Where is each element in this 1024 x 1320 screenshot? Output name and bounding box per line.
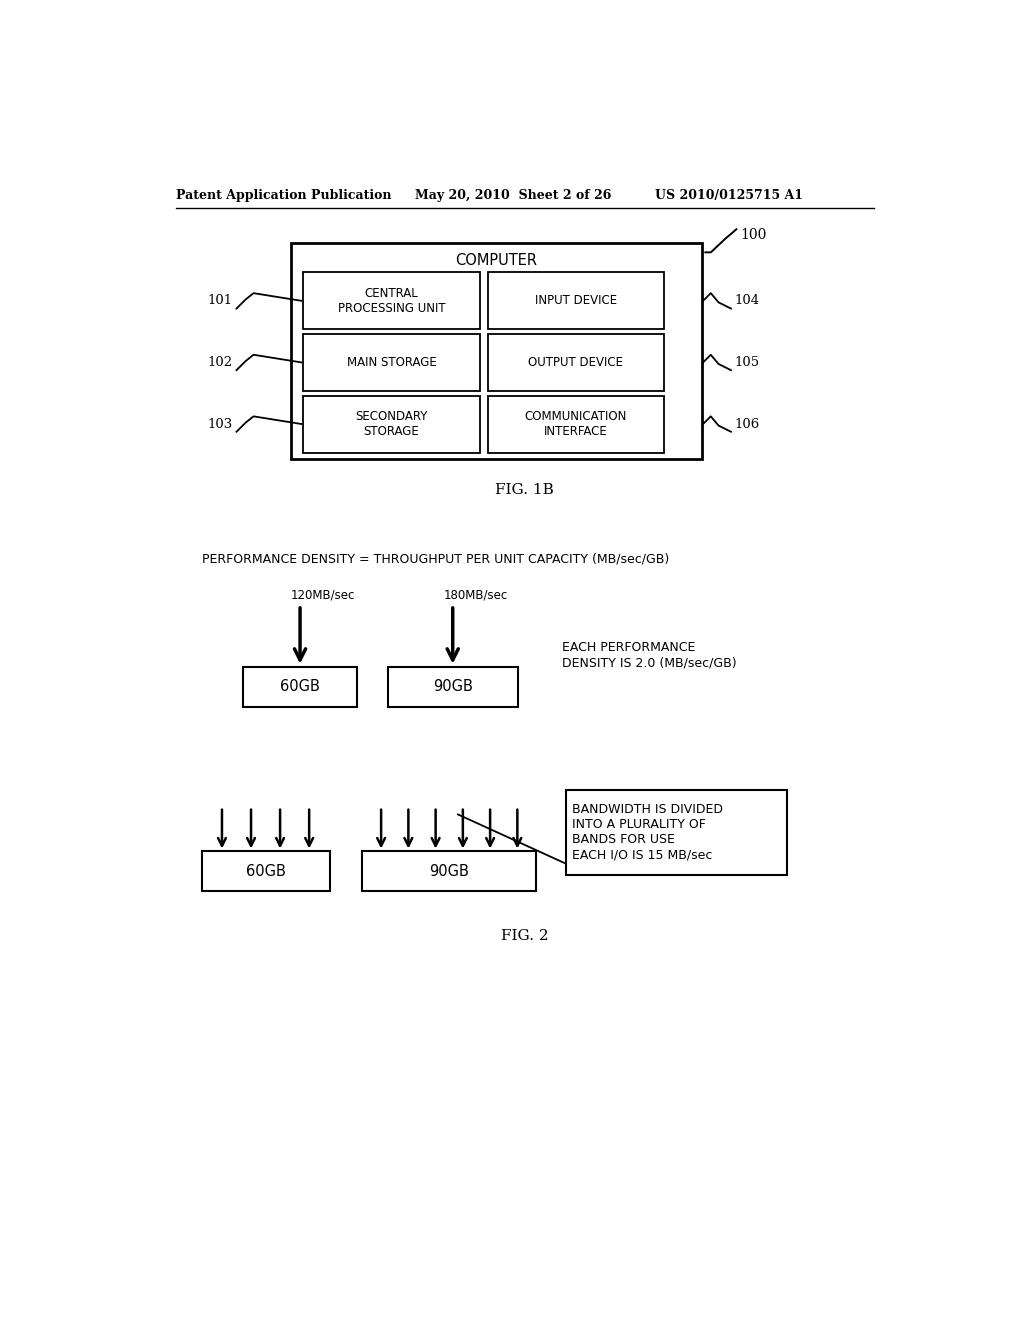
- Text: May 20, 2010  Sheet 2 of 26: May 20, 2010 Sheet 2 of 26: [415, 189, 611, 202]
- Bar: [303, 272, 480, 330]
- Text: COMMUNICATION
INTERFACE: COMMUNICATION INTERFACE: [524, 411, 627, 438]
- Text: OUTPUT DEVICE: OUTPUT DEVICE: [528, 356, 624, 370]
- Text: BANDWIDTH IS DIVIDED
INTO A PLURALITY OF
BANDS FOR USE
EACH I/O IS 15 MB/sec: BANDWIDTH IS DIVIDED INTO A PLURALITY OF…: [572, 803, 723, 861]
- Bar: [303, 396, 480, 453]
- Text: 120MB/sec: 120MB/sec: [291, 589, 355, 601]
- Bar: [202, 851, 330, 891]
- Text: 180MB/sec: 180MB/sec: [443, 589, 508, 601]
- Text: 102: 102: [208, 356, 232, 370]
- Text: 106: 106: [735, 417, 760, 430]
- Bar: [487, 334, 665, 391]
- Bar: [243, 667, 357, 706]
- Text: 60GB: 60GB: [281, 678, 319, 694]
- Text: EACH PERFORMANCE
DENSITY IS 2.0 (MB/sec/GB): EACH PERFORMANCE DENSITY IS 2.0 (MB/sec/…: [562, 642, 736, 669]
- Text: 103: 103: [208, 417, 232, 430]
- Text: PERFORMANCE DENSITY = THROUGHPUT PER UNIT CAPACITY (MB/sec/GB): PERFORMANCE DENSITY = THROUGHPUT PER UNI…: [202, 552, 669, 565]
- Text: FIG. 2: FIG. 2: [501, 929, 549, 942]
- Bar: [487, 272, 665, 330]
- Text: 101: 101: [208, 294, 232, 308]
- Text: 60GB: 60GB: [246, 863, 286, 879]
- Text: 90GB: 90GB: [429, 863, 469, 879]
- Bar: [388, 667, 518, 706]
- Bar: [487, 396, 665, 453]
- Text: Patent Application Publication: Patent Application Publication: [176, 189, 391, 202]
- Text: FIG. 1B: FIG. 1B: [496, 483, 554, 496]
- Text: CENTRAL
PROCESSING UNIT: CENTRAL PROCESSING UNIT: [338, 286, 445, 315]
- Text: 105: 105: [735, 356, 760, 370]
- Bar: [362, 851, 537, 891]
- Text: 90GB: 90GB: [433, 678, 473, 694]
- Bar: [303, 334, 480, 391]
- Bar: [291, 243, 701, 459]
- Text: US 2010/0125715 A1: US 2010/0125715 A1: [655, 189, 803, 202]
- Text: SECONDARY
STORAGE: SECONDARY STORAGE: [355, 411, 428, 438]
- Text: MAIN STORAGE: MAIN STORAGE: [347, 356, 436, 370]
- Text: COMPUTER: COMPUTER: [455, 252, 538, 268]
- Text: 100: 100: [740, 228, 767, 243]
- Text: 104: 104: [735, 294, 760, 308]
- Text: INPUT DEVICE: INPUT DEVICE: [535, 294, 617, 308]
- Bar: [566, 789, 786, 875]
